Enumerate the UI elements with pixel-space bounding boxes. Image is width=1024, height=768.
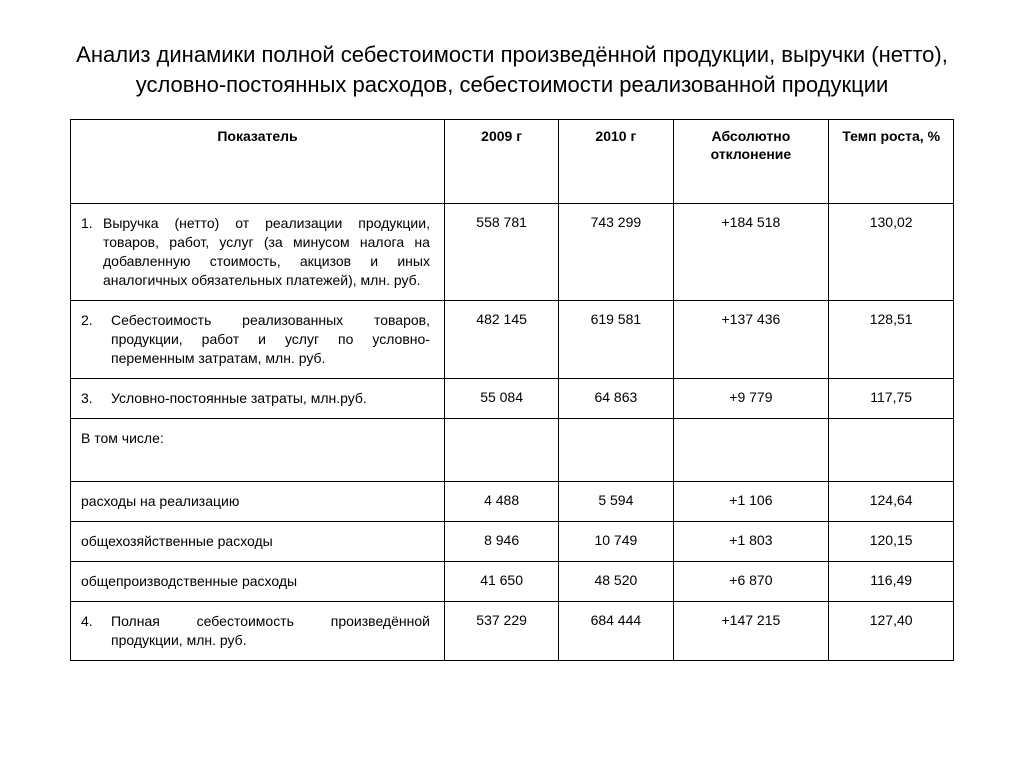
cell-abs: +184 518 xyxy=(673,204,829,301)
col-abs-deviation: Абсолютно отклонение xyxy=(673,120,829,204)
table-header-row: Показатель 2009 г 2010 г Абсолютно откло… xyxy=(71,120,954,204)
cell-abs: +9 779 xyxy=(673,378,829,418)
cell-growth: 127,40 xyxy=(829,602,954,661)
cell-growth: 120,15 xyxy=(829,522,954,562)
table-row: общепроизводственные расходы 41 650 48 5… xyxy=(71,562,954,602)
cell-abs: +1 106 xyxy=(673,482,829,522)
cell-abs: +1 803 xyxy=(673,522,829,562)
cell-2010: 10 749 xyxy=(559,522,673,562)
row-number: 3. xyxy=(81,389,103,408)
cell-growth: 117,75 xyxy=(829,378,954,418)
col-2009: 2009 г xyxy=(444,120,558,204)
table-row: расходы на реализацию 4 488 5 594 +1 106… xyxy=(71,482,954,522)
cost-dynamics-table: Показатель 2009 г 2010 г Абсолютно откло… xyxy=(70,119,954,660)
table-row: 1. Выручка (нетто) от реализации продукц… xyxy=(71,204,954,301)
row-number: 4. xyxy=(81,612,103,650)
cell-2010: 684 444 xyxy=(559,602,673,661)
row-number: 2. xyxy=(81,311,103,368)
cell-empty xyxy=(829,418,954,482)
row-label: расходы на реализацию xyxy=(81,493,239,509)
col-growth-rate: Темп роста, % xyxy=(829,120,954,204)
row-label: Выручка (нетто) от реализации продукции,… xyxy=(103,214,430,290)
cell-2009: 4 488 xyxy=(444,482,558,522)
cell-2009: 41 650 xyxy=(444,562,558,602)
table-row: 3. Условно-постоянные затраты, млн.руб. … xyxy=(71,378,954,418)
cell-abs: +147 215 xyxy=(673,602,829,661)
cell-2010: 619 581 xyxy=(559,300,673,378)
cell-abs: +137 436 xyxy=(673,300,829,378)
col-indicator: Показатель xyxy=(71,120,445,204)
table-row: 2. Себестоимость реализованных товаров, … xyxy=(71,300,954,378)
row-label: Себестоимость реализованных товаров, про… xyxy=(103,311,430,368)
cell-2010: 64 863 xyxy=(559,378,673,418)
row-label: Полная себестоимость произведённой проду… xyxy=(103,612,430,650)
cell-2009: 482 145 xyxy=(444,300,558,378)
cell-empty xyxy=(444,418,558,482)
table-row-subheader: В том числе: xyxy=(71,418,954,482)
page: Анализ динамики полной себестоимости про… xyxy=(0,0,1024,661)
cell-2010: 48 520 xyxy=(559,562,673,602)
page-title: Анализ динамики полной себестоимости про… xyxy=(70,40,954,99)
cell-2009: 55 084 xyxy=(444,378,558,418)
row-label: общехозяйственные расходы xyxy=(81,533,273,549)
cell-growth: 116,49 xyxy=(829,562,954,602)
col-2010: 2010 г xyxy=(559,120,673,204)
cell-growth: 124,64 xyxy=(829,482,954,522)
row-label: общепроизводственные расходы xyxy=(81,573,297,589)
table-row: 4. Полная себестоимость произведённой пр… xyxy=(71,602,954,661)
cell-abs: +6 870 xyxy=(673,562,829,602)
cell-empty xyxy=(559,418,673,482)
cell-2010: 5 594 xyxy=(559,482,673,522)
row-label: В том числе: xyxy=(81,430,164,446)
cell-2010: 743 299 xyxy=(559,204,673,301)
cell-2009: 537 229 xyxy=(444,602,558,661)
table-row: общехозяйственные расходы 8 946 10 749 +… xyxy=(71,522,954,562)
cell-2009: 8 946 xyxy=(444,522,558,562)
cell-2009: 558 781 xyxy=(444,204,558,301)
cell-growth: 130,02 xyxy=(829,204,954,301)
cell-empty xyxy=(673,418,829,482)
row-number: 1. xyxy=(81,214,103,290)
cell-growth: 128,51 xyxy=(829,300,954,378)
row-label: Условно-постоянные затраты, млн.руб. xyxy=(103,389,430,408)
